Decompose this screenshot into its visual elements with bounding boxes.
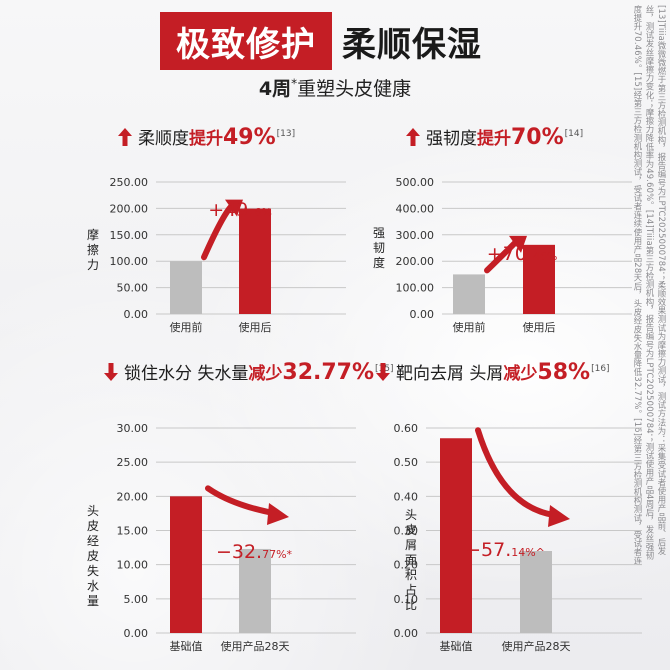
down-arrow-icon (376, 363, 390, 381)
panel-ref: [14] (564, 129, 584, 139)
up-arrow-icon (118, 128, 132, 146)
trend-arrow-icon (484, 235, 527, 274)
y-tick-label: 300.00 (396, 229, 435, 242)
y-tick-label: 0.60 (394, 422, 419, 435)
bar-使用前 (453, 274, 485, 314)
panel-percent: 58% (537, 360, 591, 385)
footnote-text: [13]Tiiia微微微燃于第三方检测机构，报告编号为LPTC202500078… (630, 5, 667, 565)
x-tick-label: 使用前 (170, 320, 203, 334)
panel-verb: 减少 (248, 364, 283, 384)
y-tick-label: 30.00 (117, 422, 149, 435)
y-tick-label: 50.00 (117, 282, 149, 295)
down-arrow-icon (104, 363, 118, 381)
subtitle-weeks: 4周 (258, 78, 292, 100)
change-annotation: −32.77%* (216, 541, 293, 563)
title-highlight: 极致修护 (160, 12, 332, 70)
panel-percent: 70% (511, 125, 564, 150)
y-tick-label: 150.00 (110, 229, 149, 242)
y-axis-label: 强韧度 (372, 226, 385, 270)
y-tick-label: 0.00 (394, 627, 419, 640)
y-tick-label: 200.00 (396, 255, 435, 268)
panel-verb: 提升 (477, 129, 511, 149)
y-axis-label: 摩擦力 (86, 228, 99, 272)
y-tick-label: 25.00 (117, 456, 149, 469)
panel-label: 靶向去屑 头屑 (396, 364, 504, 384)
trend-arrow-icon (205, 485, 289, 525)
y-tick-label: 0.40 (394, 490, 419, 503)
x-tick-label: 使用产品28天 (221, 639, 290, 653)
y-tick-label: 250.00 (110, 176, 149, 189)
panel-verb: 提升 (189, 129, 223, 149)
y-tick-label: 0.00 (124, 627, 149, 640)
panel-label: 强韧度 (426, 129, 477, 149)
y-axis-label: 头皮经皮失水量 (86, 504, 99, 608)
up-arrow-icon (406, 128, 420, 146)
title-rest: 柔顺保湿 (342, 24, 482, 65)
y-tick-label: 0.10 (394, 593, 419, 606)
x-tick-label: 基础值 (170, 640, 203, 653)
bar-使用后 (523, 244, 555, 314)
x-tick-label: 使用后 (523, 321, 556, 334)
change-annotation: −57.14%^ (465, 539, 545, 561)
x-tick-label: 使用前 (453, 320, 486, 334)
panel-ref: [13] (276, 129, 296, 139)
y-axis-label: 头皮屑面积占比 (404, 508, 417, 612)
change-annotation: +49.6% (208, 199, 272, 221)
y-tick-label: 15.00 (117, 525, 149, 538)
panel-percent: 49% (223, 125, 276, 150)
panel-percent: 32.77% (282, 360, 375, 385)
chart-softness: 0.00 50.00 100.00 150.00 200.00 250.00 使用前 使用后 +… (110, 176, 346, 334)
panel-verb: 减少 (503, 364, 538, 384)
subtitle: 4周*重塑头皮健康 (0, 74, 670, 101)
bar-基础值 (170, 496, 202, 633)
panel-heading-strength: 强韧度 提升 70% [14] (406, 124, 583, 150)
trend-arrow-icon (475, 427, 570, 527)
y-tick-label: 100.00 (396, 282, 435, 295)
subtitle-star: * (291, 76, 298, 91)
bar-使用前 (170, 261, 202, 314)
bar-使用产品28天 (239, 548, 271, 633)
y-tick-label: 100.00 (110, 255, 149, 268)
y-tick-label: 20.00 (117, 490, 149, 503)
chart-dandruff: 0.00 0.10 0.20 0.30 0.40 0.50 0.60 基础值 使用产品28天 −5… (394, 422, 642, 653)
y-tick-label: 0.50 (394, 456, 419, 469)
panel-label: 锁住水分 失水量 (124, 364, 249, 384)
change-annotation: +70.46% (487, 243, 558, 265)
x-tick-label: 基础值 (440, 640, 473, 653)
y-tick-label: 0.30 (394, 525, 419, 538)
subtitle-text: 重塑头皮健康 (297, 78, 412, 100)
panel-ref: [16] (591, 364, 610, 374)
header: 极致修护 柔顺保湿 (0, 12, 670, 72)
x-tick-label: 使用产品28天 (502, 639, 571, 653)
y-tick-label: 200.00 (110, 202, 149, 215)
y-tick-label: 5.00 (124, 593, 149, 606)
y-tick-label: 500.00 (396, 176, 435, 189)
y-tick-label: 10.00 (117, 559, 149, 572)
bar-使用后 (239, 208, 271, 314)
panel-label: 柔顺度 (138, 129, 189, 149)
y-tick-label: 400.00 (396, 202, 435, 215)
chart-moisture: 0.00 5.00 10.00 15.00 20.00 25.00 30.00 基础值 使用产品… (117, 422, 356, 653)
y-tick-label: 0.00 (124, 308, 149, 321)
y-tick-label: 0.00 (410, 308, 435, 321)
panel-heading-softness: 柔顺度 提升 49% [13] (118, 124, 295, 150)
panel-heading-dandruff: 靶向去屑 头屑 减少 58% [16] (376, 359, 610, 385)
chart-strength: 0.00 100.00 200.00 300.00 400.00 500.00 使用前 使用后… (396, 176, 632, 334)
bar-基础值 (440, 438, 472, 633)
bar-使用产品28天 (520, 551, 552, 633)
y-tick-label: 0.20 (394, 559, 419, 572)
trend-arrow-icon (201, 199, 243, 261)
x-tick-label: 使用后 (239, 321, 272, 334)
